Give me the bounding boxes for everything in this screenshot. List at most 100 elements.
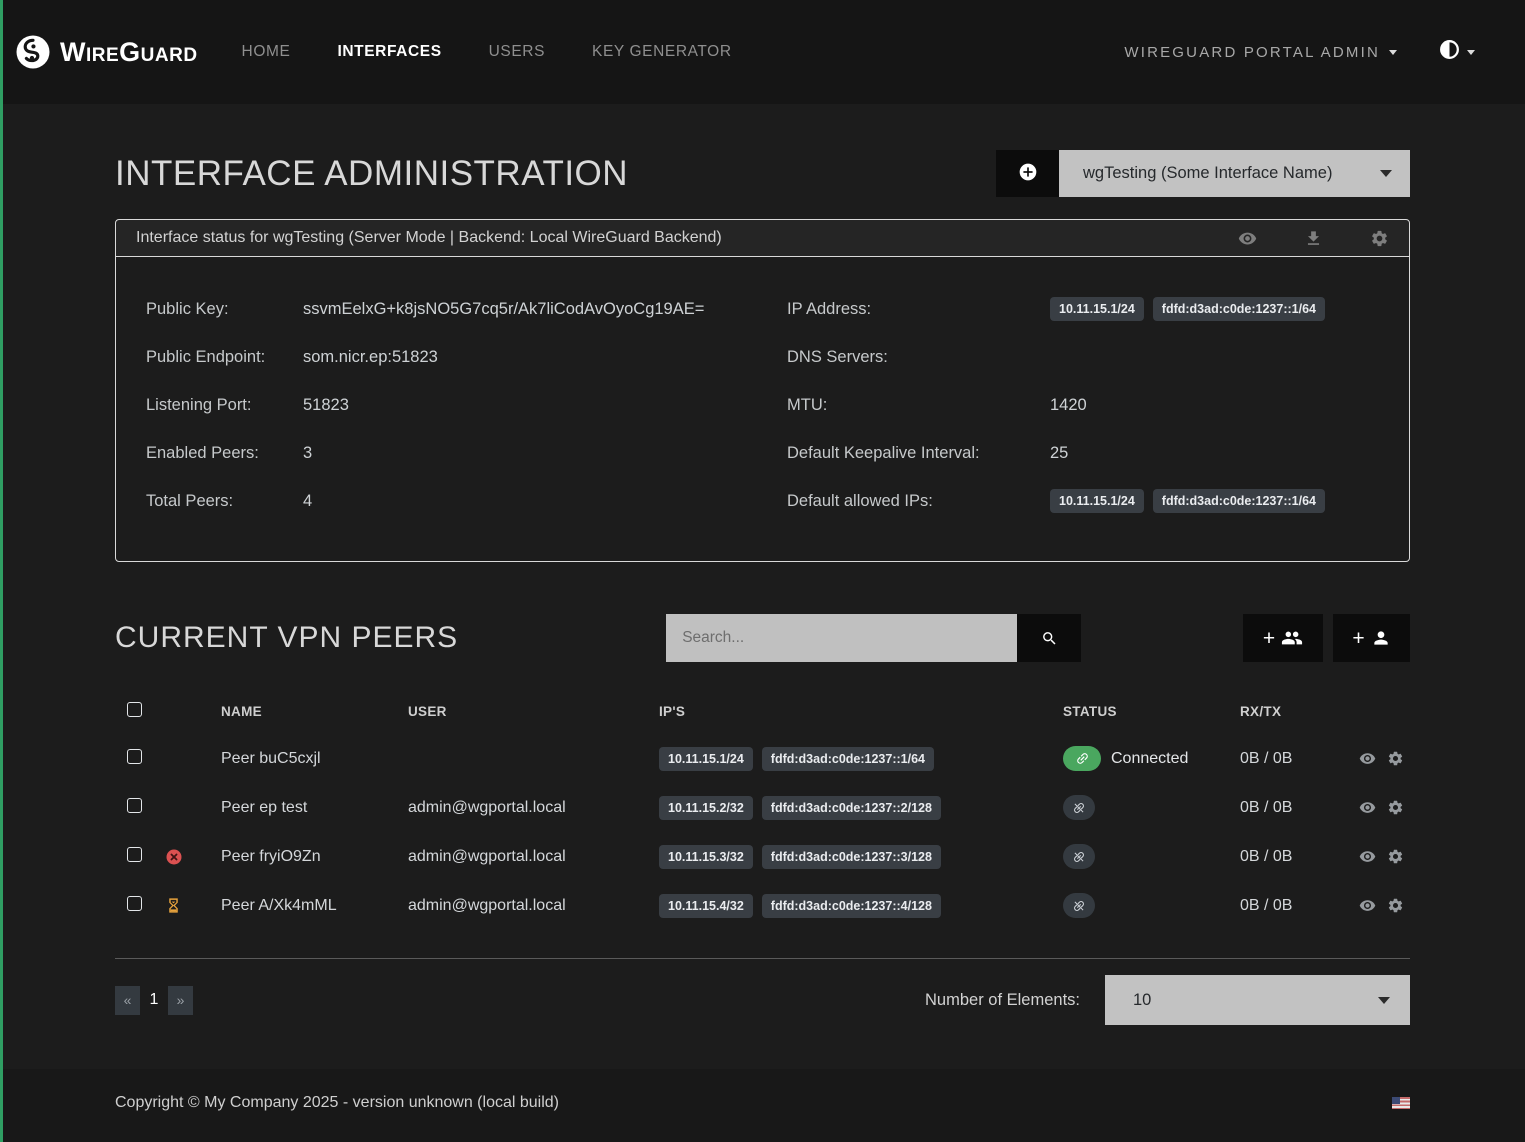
eye-icon[interactable] xyxy=(1359,799,1376,816)
ip-badge: fdfd:d3ad:c0de:1237::1/64 xyxy=(1152,489,1325,513)
col-header-name: NAME xyxy=(221,703,262,719)
page-title: INTERFACE ADMINISTRATION xyxy=(115,153,629,193)
gear-icon[interactable] xyxy=(1387,750,1404,767)
pagination-prev-button[interactable]: « xyxy=(115,985,140,1015)
eye-icon[interactable] xyxy=(1359,750,1376,767)
gear-icon[interactable] xyxy=(1387,897,1404,914)
field-label: IP Address: xyxy=(787,299,872,318)
elements-select-value: 10 xyxy=(1133,990,1152,1009)
nav-item-users[interactable]: USERS xyxy=(488,43,546,60)
page-edge-accent xyxy=(0,0,3,1142)
pagination: « 1 » xyxy=(115,985,193,1015)
add-buttons: + + xyxy=(1243,614,1410,662)
col-header-rxtx: RX/TX xyxy=(1240,703,1282,719)
enabled-peers-value: 3 xyxy=(303,443,313,462)
public-key-value: ssvmEelxG+k8jsNO5G7cq5r/Ak7liCodAvOyoCg1… xyxy=(303,299,705,318)
card-body: Public Key: ssvmEelxG+k8jsNO5G7cq5r/Ak7li… xyxy=(116,257,1409,561)
plus-icon: + xyxy=(1262,626,1276,650)
field-label: Default allowed IPs: xyxy=(787,491,933,510)
add-multiple-peers-button[interactable]: + xyxy=(1243,614,1323,662)
select-all-checkbox[interactable] xyxy=(127,702,142,717)
field-label: MTU: xyxy=(787,395,828,414)
peer-rxtx: 0B / 0B xyxy=(1240,896,1293,914)
ip-badge: fdfd:d3ad:c0de:1237::1/64 xyxy=(761,746,934,771)
search-group xyxy=(666,614,1082,662)
nav-item-key-generator[interactable]: KEY GENERATOR xyxy=(592,43,732,60)
search-input[interactable] xyxy=(666,614,1018,662)
gear-icon[interactable] xyxy=(1387,799,1404,816)
peer-name: Peer fryiO9Zn xyxy=(221,847,321,865)
nav-links: HOME INTERFACES USERS KEY GENERATOR xyxy=(242,43,732,61)
eye-icon[interactable] xyxy=(1359,848,1376,865)
search-button[interactable] xyxy=(1017,614,1082,662)
peer-name: Peer ep test xyxy=(221,798,308,816)
field-label: Public Key: xyxy=(146,299,229,318)
row-checkbox[interactable] xyxy=(127,797,142,813)
copyright-text: Copyright © My Company 2025 - version un… xyxy=(115,1094,559,1111)
row-checkbox[interactable] xyxy=(127,748,142,764)
caret-down-icon xyxy=(1467,49,1475,55)
peers-title: CURRENT VPN PEERS xyxy=(115,621,459,654)
search-icon xyxy=(1042,631,1056,645)
ip-badge: 10.11.15.1/24 xyxy=(1050,297,1144,321)
row-checkbox[interactable] xyxy=(127,895,142,911)
keepalive-value: 25 xyxy=(1050,443,1069,462)
connected-status-icon xyxy=(1063,746,1101,771)
disconnected-status-icon xyxy=(1063,795,1095,820)
interface-status-card: Interface status for wgTesting (Server M… xyxy=(115,219,1410,562)
user-menu-dropdown[interactable]: WIREGUARD PORTAL ADMIN xyxy=(1124,44,1397,61)
people-icon xyxy=(1282,631,1303,645)
table-row: Peer A/Xk4mML admin@wgportal.local 10.11… xyxy=(115,881,1410,930)
top-navbar: WireGuard HOME INTERFACES USERS KEY GENE… xyxy=(0,0,1525,104)
link-slash-icon xyxy=(1074,851,1084,862)
link-slash-icon xyxy=(1074,802,1084,813)
wireguard-logo-icon xyxy=(15,34,51,70)
field-label: Public Endpoint: xyxy=(146,347,266,366)
mtu-value: 1420 xyxy=(1050,395,1087,414)
listening-port-value: 51823 xyxy=(303,395,349,414)
field-label: DNS Servers: xyxy=(787,347,888,366)
nav-right: WIREGUARD PORTAL ADMIN xyxy=(1124,39,1475,65)
user-menu-label: WIREGUARD PORTAL ADMIN xyxy=(1124,43,1380,61)
caret-down-icon xyxy=(1389,49,1397,55)
footer: Copyright © My Company 2025 - version un… xyxy=(0,1069,1525,1142)
eye-icon[interactable] xyxy=(1238,229,1257,248)
plus-circle-icon xyxy=(1018,162,1038,185)
ip-badge: fdfd:d3ad:c0de:1237::4/128 xyxy=(761,893,941,918)
table-row: Peer fryiO9Zn admin@wgportal.local 10.11… xyxy=(115,832,1410,881)
plus-icon: + xyxy=(1352,626,1365,650)
us-flag-language-icon[interactable] xyxy=(1392,1097,1410,1109)
theme-toggle-dropdown[interactable] xyxy=(1439,39,1475,65)
table-row: Peer ep test admin@wgportal.local 10.11.… xyxy=(115,783,1410,832)
status-label: Connected xyxy=(1111,749,1189,767)
chevron-down-icon xyxy=(1380,170,1392,177)
download-icon[interactable] xyxy=(1304,229,1323,248)
row-checkbox[interactable] xyxy=(127,846,142,862)
col-header-user: USER xyxy=(408,703,447,719)
gear-icon[interactable] xyxy=(1370,229,1389,248)
pending-hourglass-icon xyxy=(169,898,178,913)
pagination-page-1[interactable]: 1 xyxy=(149,991,159,1008)
add-interface-button[interactable] xyxy=(996,150,1059,197)
interface-select[interactable]: wgTesting (Some Interface Name) xyxy=(1059,150,1410,197)
nav-item-interfaces[interactable]: INTERFACES xyxy=(337,43,442,60)
nav-item-home[interactable]: HOME xyxy=(241,43,291,60)
ip-badge: fdfd:d3ad:c0de:1237::3/128 xyxy=(761,844,941,869)
elements-label: Number of Elements: xyxy=(925,990,1080,1009)
peer-name: Peer A/Xk4mML xyxy=(221,896,337,914)
ip-badge: 10.11.15.3/32 xyxy=(659,844,753,869)
theme-half-circle-icon xyxy=(1439,39,1460,65)
peer-rxtx: 0B / 0B xyxy=(1240,749,1293,767)
pagination-next-button[interactable]: » xyxy=(168,985,193,1015)
eye-icon[interactable] xyxy=(1359,897,1376,914)
gear-icon[interactable] xyxy=(1387,848,1404,865)
disconnected-status-icon xyxy=(1063,844,1095,869)
person-icon xyxy=(1373,631,1388,645)
public-endpoint-value: som.nicr.ep:51823 xyxy=(303,347,438,366)
elements-per-page-select[interactable]: 10 xyxy=(1105,975,1410,1025)
card-title: Interface status for wgTesting (Server M… xyxy=(136,229,722,246)
field-label: Listening Port: xyxy=(146,395,252,414)
wireguard-brand[interactable]: WireGuard xyxy=(15,34,198,70)
add-peer-button[interactable]: + xyxy=(1333,614,1410,662)
card-header: Interface status for wgTesting (Server M… xyxy=(116,220,1409,257)
